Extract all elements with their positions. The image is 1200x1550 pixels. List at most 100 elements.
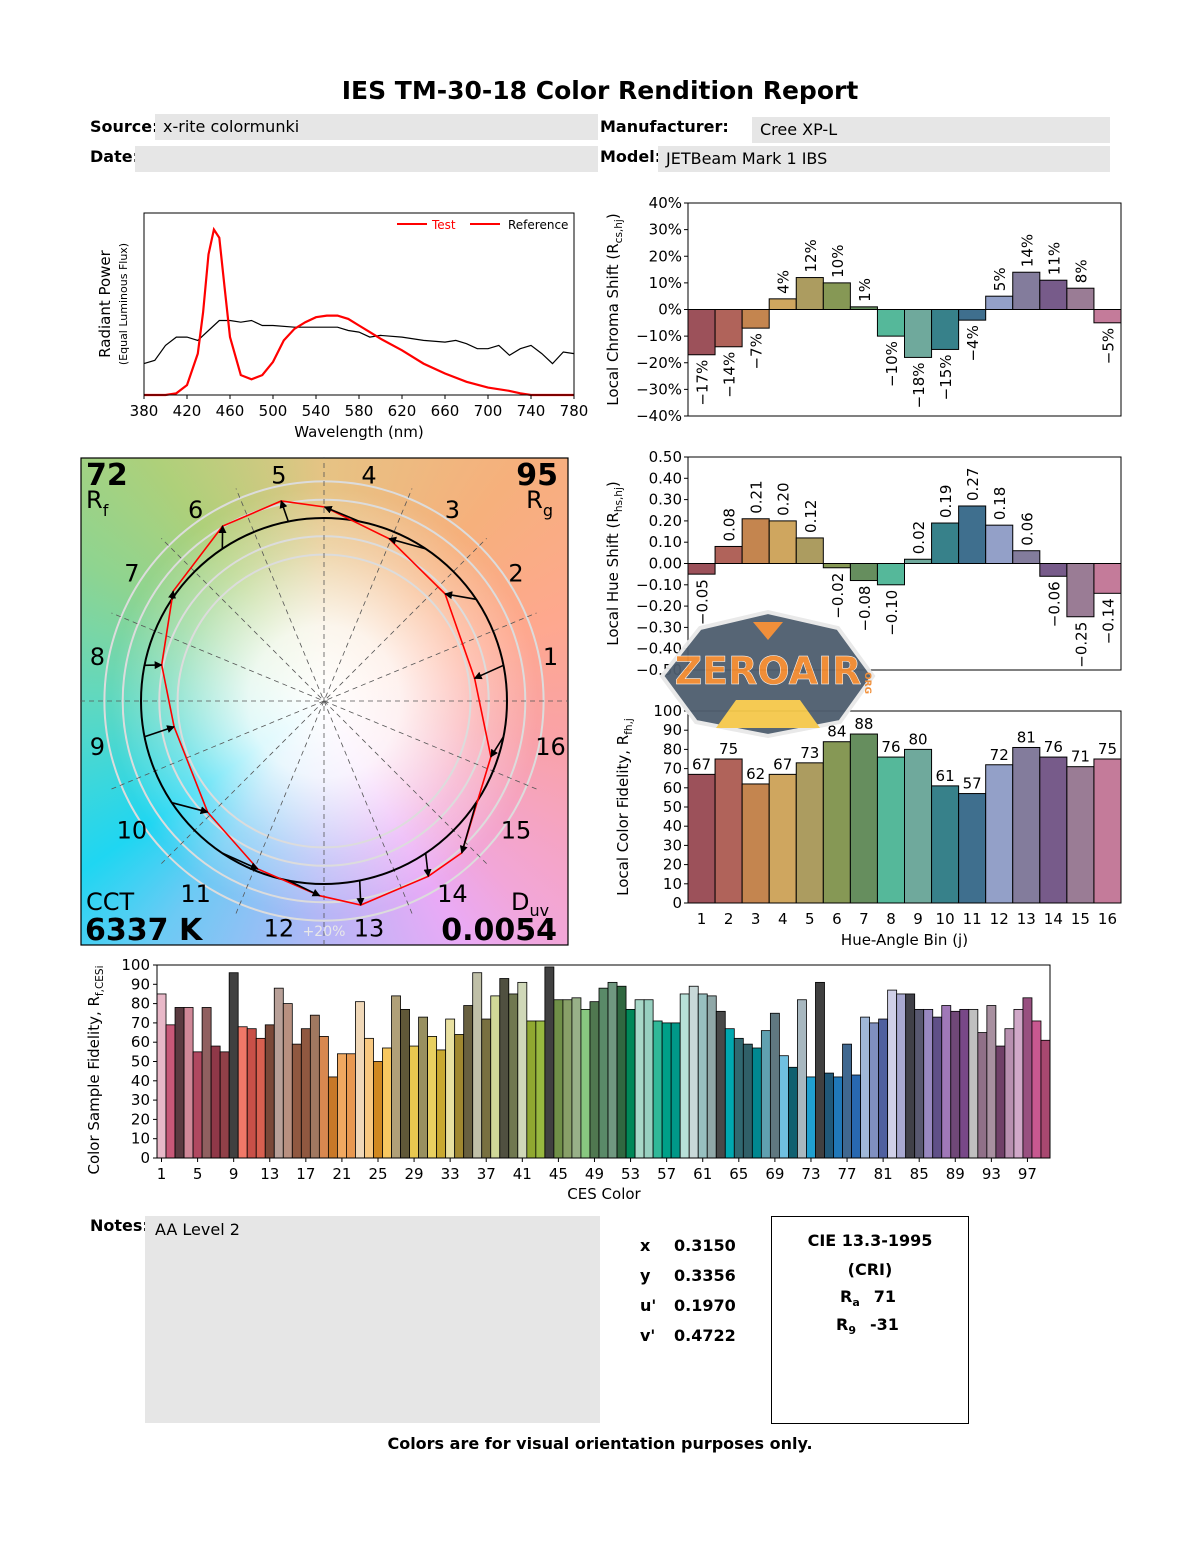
- bar-value-label: 0.27: [964, 468, 982, 501]
- y-tick-label: 0.40: [649, 469, 682, 487]
- ces-bar-23: [355, 1001, 365, 1159]
- zeroair-watermark: ZEROAIR ORG: [659, 609, 876, 739]
- bar-value-label: 76: [881, 738, 900, 756]
- ces-bar-25: [373, 1061, 383, 1159]
- notes-label: Notes:: [90, 1216, 149, 1235]
- ces-bar-83: [896, 993, 907, 1159]
- bar-bin-14: [1039, 756, 1068, 904]
- x-tick-label: 700: [474, 402, 503, 420]
- bin-boundary-line: [161, 538, 487, 864]
- notes-box: AA Level 2: [145, 1216, 600, 1423]
- manufacturer-field: Cree XP-L: [752, 117, 1110, 143]
- y-tick-label: −40%: [636, 407, 682, 425]
- shift-arrow-bin-3: [388, 536, 426, 550]
- ces-bar-20: [327, 1076, 338, 1159]
- chromaticity-x: x 0.3150: [640, 1236, 736, 1255]
- ces-bar-21: [337, 1053, 347, 1159]
- ces-bar-71: [788, 1066, 798, 1159]
- ces-bar-60: [688, 985, 699, 1159]
- bin-label: 4: [361, 461, 376, 489]
- bar-value-label: 11%: [1045, 242, 1063, 275]
- y-tick-label: 60: [663, 779, 682, 797]
- bar-bin-13: [1012, 746, 1041, 904]
- y-tick-label: 0.10: [649, 533, 682, 551]
- rg-subscript: g: [543, 501, 553, 520]
- bar-value-label: 0.21: [748, 480, 766, 513]
- shift-arrow-bin-16: [490, 736, 505, 758]
- y-label: y: [640, 1266, 651, 1285]
- chromaticity-v: v' 0.4722: [640, 1326, 736, 1345]
- y-tick-label: 30: [131, 1091, 150, 1109]
- bar-bin-14: [1039, 279, 1068, 310]
- ces-bar-4: [183, 1007, 194, 1159]
- y-tick-label: 30%: [649, 221, 682, 239]
- ces-bar-1: [156, 993, 167, 1159]
- ces-bar-16: [291, 1043, 302, 1159]
- x-tick-label: 33: [441, 1165, 460, 1183]
- bin-label: 16: [535, 733, 566, 761]
- x-tick-label: 7: [859, 910, 869, 928]
- bar-bin-7: [849, 733, 878, 904]
- date-field: [135, 146, 598, 172]
- ces-bar-47: [571, 997, 582, 1159]
- y-axis-label: Radiant Power: [96, 249, 114, 358]
- ces-bar-74: [815, 981, 825, 1159]
- bar-bin-8: [876, 756, 905, 904]
- rf-value: 72: [86, 458, 128, 493]
- ces-bar-13: [264, 1024, 275, 1159]
- y-tick-label: 60: [131, 1033, 150, 1051]
- ces-bar-63: [715, 1010, 726, 1159]
- ces-bar-77: [842, 1043, 852, 1159]
- y-tick-label: 80: [663, 740, 682, 758]
- bar-value-label: −0.02: [829, 573, 847, 619]
- bar-value-label: −18%: [910, 362, 928, 408]
- cri-ra: Ra 71: [772, 1287, 968, 1309]
- bar-bin-6: [822, 563, 851, 569]
- ces-bar-12: [255, 1037, 266, 1159]
- shift-arrow-bin-4: [323, 506, 361, 523]
- x-tick-label: 2: [724, 910, 734, 928]
- bar-value-label: 0.08: [721, 508, 739, 541]
- ces-bar-90: [959, 1008, 970, 1159]
- ces-bar-7: [210, 1045, 221, 1159]
- ces-bar-45: [553, 999, 564, 1159]
- bar-bin-3: [741, 518, 770, 565]
- bar-bin-12: [985, 764, 1014, 904]
- y-tick-label: 100: [121, 956, 150, 974]
- watermark-text: ZEROAIR: [675, 649, 862, 693]
- ces-bar-2: [165, 1024, 176, 1159]
- y-tick-label: 40%: [649, 194, 682, 212]
- watermark-suffix: ORG: [862, 672, 872, 694]
- x-tick-label: 97: [1018, 1165, 1037, 1183]
- bar-value-label: −10%: [883, 341, 901, 387]
- x-tick-label: 41: [513, 1165, 532, 1183]
- y-axis-label-sub: cs,hj: [613, 219, 625, 243]
- y-tick-label: 70: [131, 1014, 150, 1032]
- v-value: 0.4722: [674, 1326, 736, 1345]
- x-tick-label: 12: [990, 910, 1009, 928]
- ces-bar-53: [625, 1008, 636, 1159]
- bar-value-label: 62: [746, 765, 765, 783]
- y-tick-label: −20%: [636, 354, 682, 372]
- ces-bar-68: [760, 1030, 771, 1159]
- ces-bar-57: [661, 1022, 672, 1159]
- y-axis-label-sub: f,CESi: [94, 965, 106, 996]
- bar-bin-14: [1039, 563, 1068, 577]
- y-tick-label: 20: [663, 856, 682, 874]
- bar-bin-9: [904, 558, 933, 564]
- bar-value-label: −5%: [1099, 328, 1117, 364]
- bar-value-label: 67: [692, 755, 711, 773]
- x-tick-label: 49: [585, 1165, 604, 1183]
- x-tick-label: 6: [832, 910, 842, 928]
- bar-value-label: −14%: [721, 352, 739, 398]
- date-label: Date:: [90, 147, 139, 166]
- r9-sub: 9: [848, 1324, 856, 1338]
- bar-bin-9: [904, 309, 933, 358]
- ces-bar-55: [643, 999, 654, 1159]
- ces-bar-82: [887, 989, 898, 1159]
- ces-bar-59: [679, 993, 690, 1159]
- bar-value-label: 76: [1044, 738, 1063, 756]
- ces-bar-88: [941, 1005, 952, 1159]
